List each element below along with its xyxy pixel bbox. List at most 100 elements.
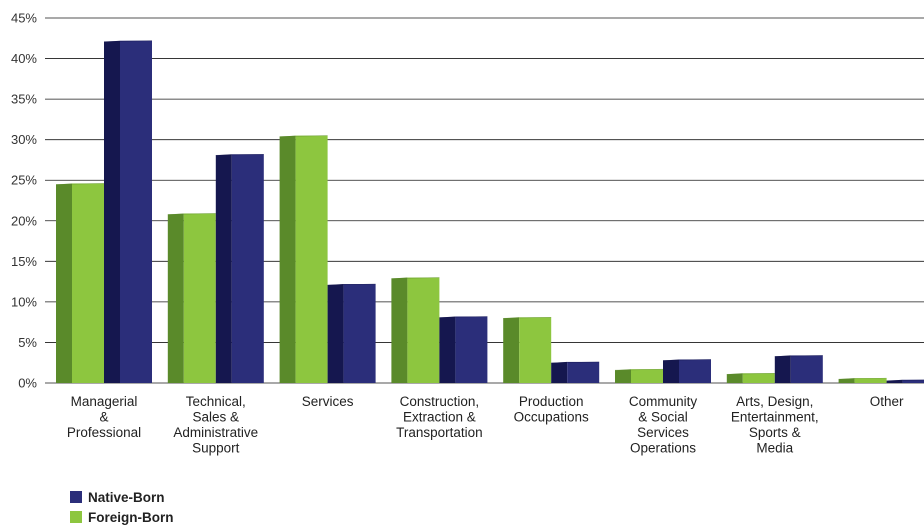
bar-side-native-born	[215, 154, 232, 383]
bar-side-native-born	[663, 359, 679, 383]
bar-top-edge	[551, 361, 600, 364]
bar-native-born	[774, 355, 823, 383]
bar-front-native-born	[120, 40, 152, 383]
x-category-label: Production Occupations	[514, 394, 589, 425]
x-category-label-line: Production	[519, 394, 584, 409]
legend: Native-Born Foreign-Born	[70, 487, 174, 527]
bar-side-native-born	[439, 316, 456, 383]
bar-top-edge	[55, 183, 105, 185]
bar-front-native-born	[343, 284, 376, 383]
bar-foreign-born	[614, 368, 664, 383]
bar-native-born	[215, 153, 264, 383]
bar-front-foreign-born	[407, 277, 440, 383]
x-category-label: Technical, Sales & Administrative Support	[173, 394, 258, 456]
bar-front-native-born	[902, 379, 924, 383]
legend-item-native-born: Native-Born	[70, 487, 174, 507]
bar-side-foreign-born	[167, 213, 184, 383]
bar-foreign-born	[167, 213, 216, 383]
bar-front-foreign-born	[742, 373, 775, 383]
y-tick-label: 40%	[11, 51, 37, 66]
x-category-label-line: Technical,	[186, 394, 246, 409]
bar-native-born	[662, 359, 712, 383]
bar-front-foreign-born	[72, 183, 104, 383]
x-category-label-line: Professional	[67, 425, 141, 440]
bar-top-edge	[838, 377, 887, 380]
x-category-label: Managerial & Professional	[67, 394, 141, 440]
bar-native-born	[327, 283, 376, 383]
bar-top-edge	[726, 372, 775, 375]
x-category-label-line: &	[99, 410, 108, 425]
bar-top-edge	[279, 135, 328, 137]
y-tick-label: 30%	[11, 132, 37, 147]
bars	[55, 40, 924, 383]
bar-front-foreign-born	[854, 378, 887, 383]
bar-top-edge	[774, 355, 823, 357]
bar-side-native-born	[551, 361, 568, 383]
bar-native-born	[886, 379, 924, 383]
bar-top-edge	[614, 368, 664, 371]
bar-front-native-born	[231, 154, 264, 383]
bar-native-born	[103, 40, 153, 383]
bar-foreign-born	[838, 377, 887, 383]
x-category-label-line: Sports &	[749, 425, 801, 440]
bar-side-foreign-born	[726, 373, 743, 383]
x-category-label-line: Media	[756, 441, 793, 456]
y-tick-label: 0%	[18, 376, 37, 391]
bar-side-foreign-born	[56, 183, 72, 383]
bar-top-edge	[886, 379, 924, 382]
bar-side-native-born	[327, 284, 344, 383]
bar-side-foreign-born	[615, 369, 631, 383]
bar-front-native-born	[679, 359, 711, 383]
legend-label-foreign-born: Foreign-Born	[88, 509, 174, 525]
bar-front-foreign-born	[519, 317, 552, 383]
x-category-label-line: Extraction &	[403, 410, 476, 425]
y-axis-tick-labels: 0% 5% 10% 15% 20% 25% 30% 35% 40% 45%	[11, 11, 37, 391]
bar-foreign-born	[279, 135, 328, 383]
bar-native-born	[439, 316, 488, 383]
y-tick-label: 5%	[18, 335, 37, 350]
x-category-label-line: Sales &	[193, 410, 240, 425]
y-tick-label: 25%	[11, 173, 37, 188]
x-category-label: Other	[870, 394, 904, 409]
x-category-label-line: Other	[870, 394, 904, 409]
x-category-label-line: Construction,	[400, 394, 480, 409]
bar-side-foreign-born	[391, 277, 408, 383]
x-category-label-line: Entertainment,	[731, 410, 819, 425]
bar-top-edge	[503, 317, 552, 319]
y-tick-label: 35%	[11, 92, 37, 107]
legend-item-foreign-born: Foreign-Born	[70, 507, 174, 527]
bar-side-foreign-born	[503, 317, 520, 383]
x-category-label: Community & Social Services Operations	[629, 394, 698, 456]
bar-front-native-born	[567, 361, 600, 383]
x-category-label-line: Support	[192, 441, 240, 456]
x-category-label-line: Transportation	[396, 425, 483, 440]
x-category-label-line: Arts, Design,	[736, 394, 813, 409]
x-category-label: Services	[302, 394, 354, 409]
bar-native-born	[551, 361, 600, 383]
legend-swatch-foreign-born	[70, 511, 82, 523]
bar-front-native-born	[790, 355, 823, 383]
x-category-label-line: Operations	[630, 441, 696, 456]
bar-top-edge	[167, 213, 216, 215]
bar-top-edge	[327, 283, 376, 286]
bar-top-edge	[215, 153, 264, 156]
x-category-label-line: & Social	[638, 410, 688, 425]
legend-swatch-native-born	[70, 491, 82, 503]
x-category-label-line: Administrative	[173, 425, 258, 440]
x-category-label-line: Community	[629, 394, 698, 409]
y-tick-label: 10%	[11, 294, 37, 309]
bar-front-foreign-born	[631, 369, 663, 383]
x-category-label: Arts, Design, Entertainment, Sports & Media	[731, 394, 819, 456]
x-category-label-line: Services	[302, 394, 354, 409]
bar-front-foreign-born	[183, 213, 216, 383]
x-category-label-line: Occupations	[514, 410, 589, 425]
bar-front-foreign-born	[295, 135, 328, 383]
bar-top-edge	[439, 316, 488, 318]
x-category-label: Construction, Extraction & Transportation	[396, 394, 483, 440]
bar-top-edge	[662, 359, 712, 361]
bar-foreign-born	[391, 277, 440, 383]
bar-top-edge	[103, 40, 153, 43]
y-tick-label: 20%	[11, 213, 37, 228]
bar-side-native-born	[774, 355, 791, 383]
